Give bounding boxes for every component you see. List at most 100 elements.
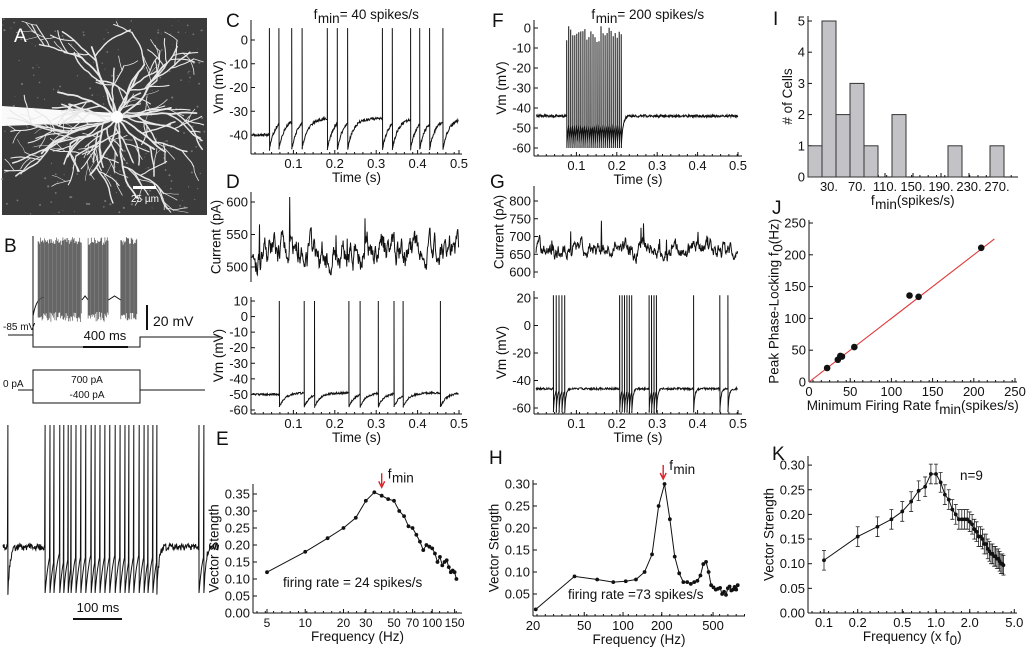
voltage-trace (535, 26, 739, 149)
y-axis-label: Current (pA) (491, 195, 506, 269)
speckle (44, 177, 47, 180)
dendrite (114, 126, 134, 164)
speckle (54, 173, 57, 176)
x-tick-label: 0.4 (689, 416, 707, 431)
data-point (650, 552, 654, 557)
speckle (37, 22, 38, 24)
speckle (172, 24, 174, 26)
dendrite (141, 125, 148, 146)
y-axis-label: Vm (mV) (494, 326, 509, 379)
x-tick-label: 200 (963, 384, 985, 399)
y-tick-label: 0 (524, 21, 531, 36)
y-tick-label: 700 (509, 229, 531, 244)
data-point (915, 293, 922, 301)
dendrite (77, 54, 118, 118)
speckle (68, 91, 70, 92)
spike-burst (120, 237, 138, 321)
x-axis-label: Time (s) (614, 172, 663, 187)
dendrite (68, 42, 80, 55)
speckle (97, 87, 99, 88)
dendrite (81, 144, 101, 155)
y-tick-label: 0.20 (780, 507, 805, 522)
data-point (962, 517, 967, 522)
speckle (20, 82, 24, 86)
interburst-trace (108, 295, 122, 301)
speckle (158, 119, 160, 121)
speckle (149, 189, 152, 192)
x-tick-label: 1.0 (927, 615, 945, 630)
data-line (823, 473, 1004, 566)
x-tick-label: 0.2 (608, 416, 626, 431)
dendrite (121, 165, 165, 195)
speckle (52, 88, 55, 90)
data-point (454, 577, 459, 581)
speckle (136, 141, 138, 142)
speckle (34, 154, 36, 156)
dendrite (143, 121, 151, 141)
y-tick-label: 750 (509, 211, 531, 226)
data-point (698, 573, 703, 578)
dendrite (182, 52, 195, 64)
data-point (734, 587, 739, 592)
dendrite (145, 95, 148, 112)
speckle (34, 45, 36, 47)
speckle (54, 191, 57, 194)
speckle (187, 186, 190, 188)
label-text: Peak Phase-Locking f (766, 252, 781, 384)
dendrite (169, 109, 185, 117)
dendrite (85, 165, 89, 181)
speckle (151, 90, 153, 92)
speckle (82, 31, 85, 33)
dendrite (147, 56, 158, 76)
dendrite (69, 142, 80, 172)
speckle (4, 130, 6, 132)
data-point (695, 578, 700, 583)
chart-c: 0 -10 -20 -30 -40 0.1 0.2 0.3 0.4 0.5 Time (s) Vm (… (211, 7, 468, 185)
speckle (65, 202, 67, 204)
dendrite (99, 154, 119, 164)
dendrite (116, 111, 198, 119)
firing-trace (2, 424, 220, 595)
speckle (92, 61, 95, 63)
speckle (160, 33, 162, 35)
data-point (980, 537, 985, 541)
dendrite (30, 30, 45, 39)
speckle (97, 94, 99, 96)
label-subscript: 0 (950, 633, 958, 648)
data-point (667, 517, 672, 522)
histogram-bar (863, 145, 879, 178)
data-point (965, 517, 970, 522)
panel-label-d: D (226, 172, 240, 193)
dendrite (33, 145, 50, 148)
speckle (32, 67, 34, 69)
speckle (179, 204, 182, 207)
y-tick-label: -10 (229, 325, 248, 340)
y-tick-label: 0.25 (505, 499, 530, 514)
speckle (155, 138, 158, 140)
dendrite (39, 36, 56, 41)
dendrite (103, 163, 112, 177)
speckle (103, 96, 104, 98)
data-point (1001, 563, 1006, 568)
data-point (392, 498, 396, 503)
x-tick-label: 0.4 (409, 156, 427, 171)
dendrite (38, 43, 83, 59)
speckle (30, 159, 32, 161)
speckle (192, 33, 195, 36)
data-point (656, 504, 661, 508)
dendrite (35, 132, 66, 139)
speckle (200, 29, 202, 32)
current-trace (251, 196, 460, 277)
x-axis-label: f min (spikes/s) (871, 193, 955, 212)
dendrite (49, 34, 76, 42)
dendrite (95, 166, 114, 204)
speckle (53, 213, 55, 215)
speckle (111, 74, 114, 77)
data-point (692, 580, 697, 585)
dendrite (68, 103, 118, 118)
speckle (89, 87, 92, 90)
y-tick-label: -40 (512, 101, 531, 116)
label-text: f (314, 7, 318, 22)
x-tick-label: 0.5 (450, 416, 468, 431)
